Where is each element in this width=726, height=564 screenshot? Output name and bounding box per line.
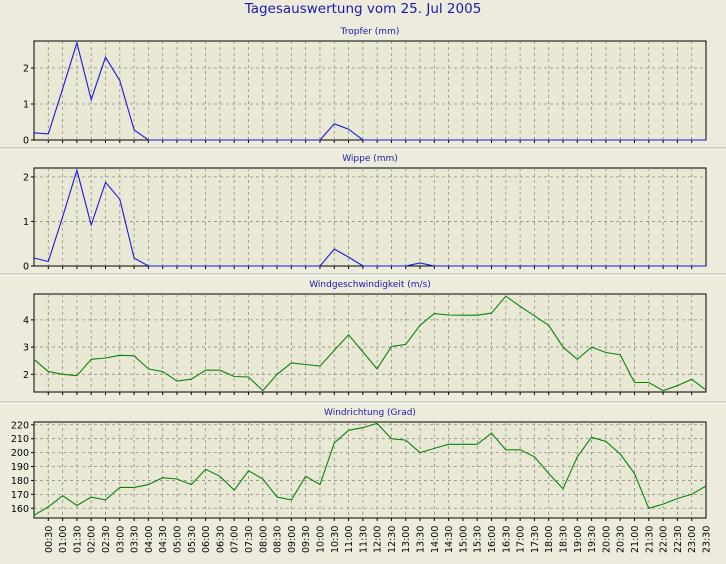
- plot-area-1: [33, 40, 707, 141]
- x-tick-label: 19:00: [573, 526, 584, 553]
- x-tick-label: 09:00: [287, 526, 298, 553]
- y-tick-label: 2: [23, 370, 29, 381]
- x-tick-label: 21:00: [630, 526, 641, 553]
- x-tick-label: 09:30: [301, 526, 312, 553]
- y-tick-label: 3: [23, 343, 29, 354]
- x-tick-label: 01:00: [58, 526, 69, 553]
- x-tick-label: 11:00: [344, 526, 355, 553]
- x-tick-label: 08:00: [258, 526, 269, 553]
- x-tick-label: 15:00: [458, 526, 469, 553]
- x-tick-label: 07:00: [230, 526, 241, 553]
- x-tick-label: 14:00: [430, 526, 441, 553]
- x-tick-label: 20:00: [601, 526, 612, 553]
- y-tick-label: 170: [11, 490, 29, 501]
- x-tick-label: 12:30: [387, 526, 398, 553]
- x-tick-label: 18:00: [544, 526, 555, 553]
- y-tick-label: 0: [23, 262, 29, 273]
- x-tick-label: 22:00: [659, 526, 670, 553]
- x-tick-label: 13:00: [401, 526, 412, 553]
- series-line-1: [33, 40, 706, 141]
- x-tick-label: 16:30: [501, 526, 512, 553]
- y-tick-label: 190: [11, 462, 29, 473]
- y-tick-label: 210: [11, 434, 29, 445]
- plot-area-4: [33, 421, 707, 519]
- x-tick-label: 15:30: [473, 526, 484, 553]
- y-tick-label: 4: [23, 315, 29, 326]
- y-tick-label: 2: [23, 172, 29, 183]
- chart-main-title: Tagesauswertung vom 25. Jul 2005: [244, 1, 482, 17]
- x-tick-label: 10:30: [330, 526, 341, 553]
- x-tick-label: 13:30: [416, 526, 427, 553]
- x-tick-label: 19:30: [587, 526, 598, 553]
- x-tick-label: 03:30: [130, 526, 141, 553]
- y-tick-label: 0: [23, 136, 29, 147]
- plot-area-2: [33, 167, 707, 267]
- panel-title-1: Tropfer (mm): [340, 27, 400, 37]
- y-tick-label: 160: [11, 504, 29, 515]
- x-tick-label: 23:00: [687, 526, 698, 553]
- x-tick-label: 02:30: [101, 526, 112, 553]
- y-tick-label: 1: [23, 100, 29, 111]
- x-tick-label: 18:30: [559, 526, 570, 553]
- panel-title-3: Windgeschwindigkeit (m/s): [309, 280, 431, 290]
- x-tick-label: 10:00: [315, 526, 326, 553]
- x-tick-label: 00:30: [44, 526, 55, 553]
- x-tick-label: 08:30: [273, 526, 284, 553]
- x-tick-label: 06:00: [201, 526, 212, 553]
- y-tick-label: 220: [11, 420, 29, 431]
- y-tick-label: 2: [23, 64, 29, 75]
- x-tick-label: 11:30: [358, 526, 369, 553]
- x-tick-label: 12:00: [373, 526, 384, 553]
- x-tick-label: 16:00: [487, 526, 498, 553]
- x-tick-label: 04:30: [158, 526, 169, 553]
- x-tick-label: 07:30: [244, 526, 255, 553]
- plot-area-3: [33, 293, 707, 393]
- x-tick-label: 03:00: [115, 526, 126, 553]
- x-tick-label: 02:00: [87, 526, 98, 553]
- y-tick-label: 200: [11, 448, 29, 459]
- series-line-3: [33, 295, 707, 392]
- series-line-2: [33, 168, 706, 267]
- x-tick-label: 04:00: [144, 526, 155, 553]
- x-tick-label: 05:00: [172, 526, 183, 553]
- x-tick-label: 17:30: [530, 526, 541, 553]
- x-tick-label: 14:30: [444, 526, 455, 553]
- x-tick-label: 17:00: [516, 526, 527, 553]
- y-tick-label: 1: [23, 217, 29, 228]
- panel-title-4: Windrichtung (Grad): [324, 408, 416, 418]
- series-line-4: [33, 422, 707, 516]
- x-tick-label: 05:30: [187, 526, 198, 553]
- x-tick-label: 21:30: [644, 526, 655, 553]
- panel-title-2: Wippe (mm): [342, 154, 398, 164]
- x-tick-label: 06:30: [215, 526, 226, 553]
- x-tick-label: 23:30: [702, 526, 713, 553]
- x-tick-label: 01:30: [72, 526, 83, 553]
- y-tick-label: 180: [11, 476, 29, 487]
- x-tick-label: 22:30: [673, 526, 684, 553]
- x-tick-label: 20:30: [616, 526, 627, 553]
